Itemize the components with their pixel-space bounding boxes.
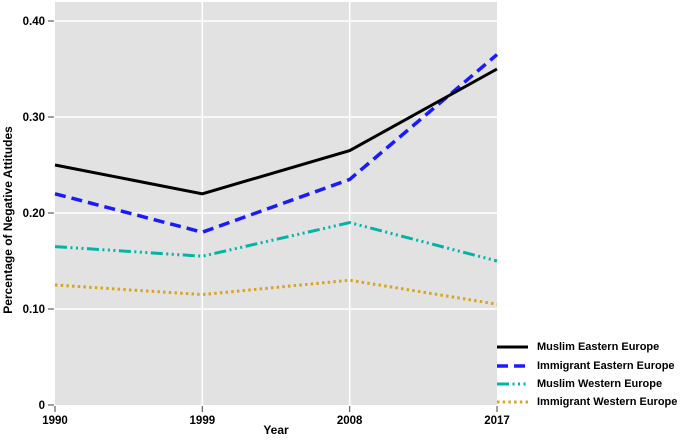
legend-line-swatch <box>497 345 528 349</box>
x-tick-label: 1990 <box>42 415 68 427</box>
legend-label: Immigrant Western Europe <box>537 396 678 409</box>
plot-background <box>55 2 497 405</box>
legend: Muslim Eastern Europe Immigrant Eastern … <box>497 338 685 412</box>
x-tick-label: 2017 <box>484 415 510 427</box>
x-axis-title: Year <box>263 423 289 437</box>
series-line-muslim-eastern-europe <box>54 67 498 196</box>
legend-item: Immigrant Eastern Europe <box>497 356 685 374</box>
legend-label: Muslim Western Europe <box>537 377 663 390</box>
series-line-muslim-western-europe <box>54 221 498 263</box>
series-line-immigrant-eastern-europe <box>54 53 499 235</box>
legend-line-swatch <box>497 363 528 368</box>
y-tick-label: 0.40 <box>23 16 45 28</box>
y-tick-label: 0.30 <box>23 112 45 124</box>
y-tick-label: 0.20 <box>23 208 45 220</box>
x-tick-label: 1999 <box>190 415 216 427</box>
legend-item: Muslim Eastern Europe <box>497 338 685 356</box>
legend-label: Immigrant Eastern Europe <box>537 359 675 372</box>
x-tick-label: 2008 <box>337 415 363 427</box>
legend-item: Immigrant Western Europe <box>497 393 685 411</box>
legend-line-swatch <box>497 382 528 386</box>
legend-item: Muslim Western Europe <box>497 375 685 393</box>
legend-line-swatch <box>497 400 528 404</box>
y-tick-label: 0.10 <box>23 304 45 316</box>
y-axis-title: Percentage of Negative Attitudes <box>1 126 15 314</box>
y-tick-label: 0 <box>39 400 45 412</box>
legend-label: Muslim Eastern Europe <box>537 341 660 354</box>
